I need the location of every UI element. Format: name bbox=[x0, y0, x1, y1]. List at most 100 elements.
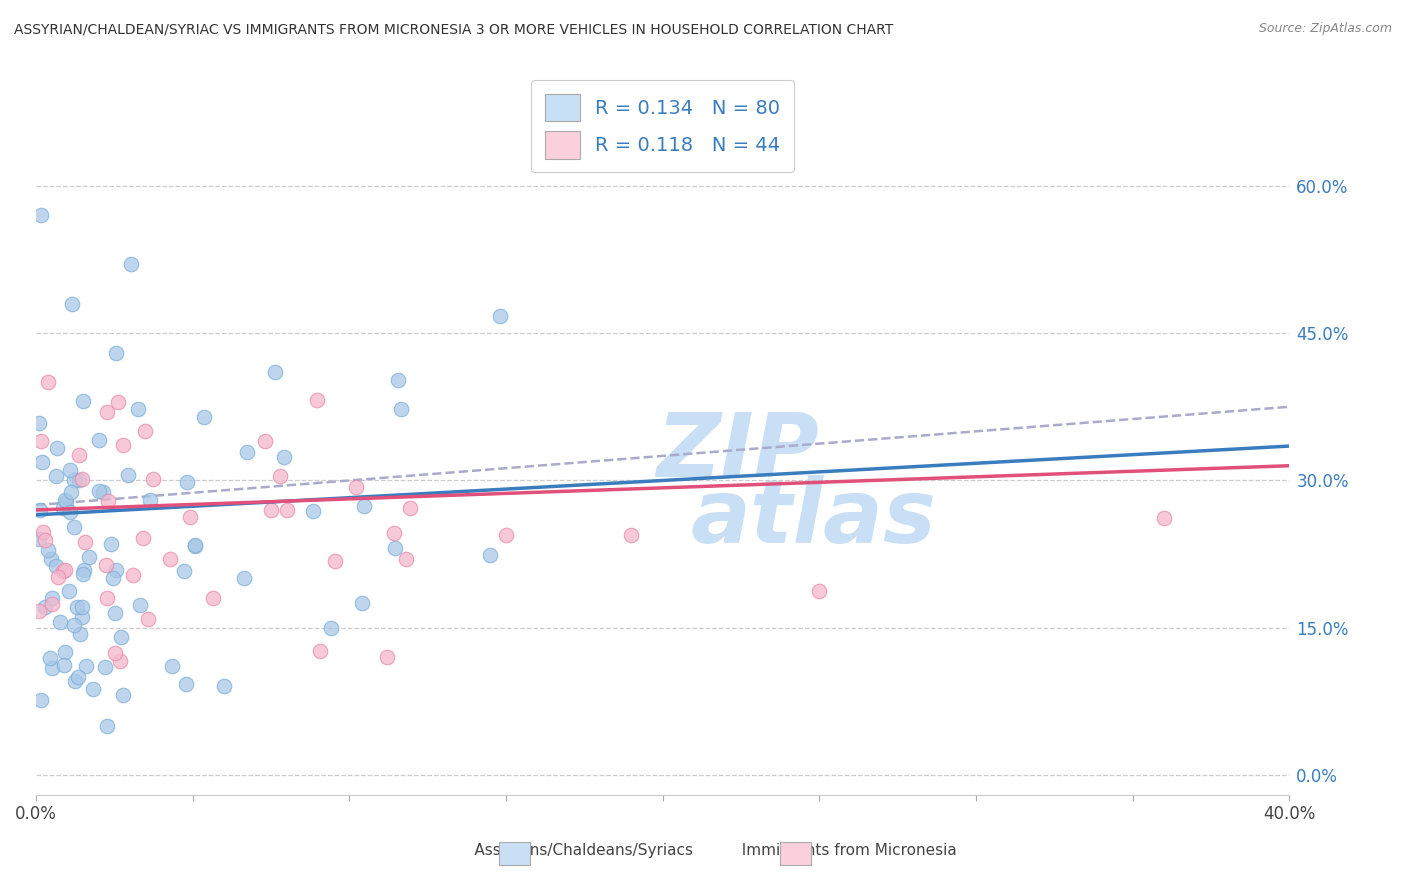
Point bbox=[173, 565, 195, 579]
Point bbox=[264, 365, 287, 379]
Point bbox=[97, 494, 120, 508]
Point bbox=[142, 472, 165, 486]
Text: ZIP: ZIP bbox=[657, 409, 820, 496]
Point bbox=[82, 682, 104, 697]
Point bbox=[37, 375, 59, 389]
Point bbox=[96, 558, 118, 573]
Point bbox=[96, 405, 118, 419]
Point bbox=[1153, 511, 1175, 525]
Point bbox=[59, 484, 82, 499]
Point bbox=[62, 473, 84, 487]
Point bbox=[176, 475, 198, 489]
Point bbox=[495, 528, 517, 542]
Point bbox=[100, 537, 122, 551]
Point bbox=[122, 568, 145, 582]
Point bbox=[62, 618, 84, 632]
Point bbox=[73, 534, 96, 549]
Point bbox=[77, 549, 100, 564]
Point bbox=[305, 392, 328, 407]
Legend: R = 0.134   N = 80, R = 0.118   N = 44: R = 0.134 N = 80, R = 0.118 N = 44 bbox=[531, 80, 794, 172]
Point bbox=[105, 345, 128, 359]
Point bbox=[41, 598, 63, 612]
Point bbox=[353, 500, 375, 514]
Point bbox=[53, 492, 76, 507]
Point bbox=[31, 455, 53, 469]
Point bbox=[87, 434, 110, 448]
Point bbox=[212, 679, 235, 693]
Point bbox=[260, 503, 283, 517]
Point bbox=[104, 646, 127, 660]
Point bbox=[309, 644, 332, 658]
Point bbox=[398, 500, 420, 515]
Point bbox=[51, 565, 73, 579]
Point bbox=[72, 567, 94, 582]
Point bbox=[179, 510, 201, 524]
Text: Source: ZipAtlas.com: Source: ZipAtlas.com bbox=[1258, 22, 1392, 36]
Point bbox=[60, 296, 83, 310]
Point bbox=[184, 539, 207, 553]
Point bbox=[319, 621, 342, 635]
Point bbox=[52, 500, 75, 515]
Point bbox=[46, 569, 69, 583]
Text: atlas: atlas bbox=[690, 475, 936, 562]
Point bbox=[70, 472, 93, 486]
Point bbox=[53, 645, 76, 659]
Point bbox=[45, 559, 67, 574]
Point bbox=[269, 469, 291, 483]
Point bbox=[65, 599, 87, 614]
Point bbox=[30, 502, 52, 516]
Point bbox=[34, 600, 56, 615]
Point bbox=[65, 674, 87, 689]
Point bbox=[46, 441, 69, 455]
Point bbox=[91, 484, 114, 499]
Point bbox=[159, 552, 181, 566]
Point bbox=[96, 719, 118, 733]
Point bbox=[39, 650, 62, 665]
Point bbox=[44, 469, 66, 483]
Point bbox=[69, 626, 91, 640]
Point bbox=[67, 473, 90, 487]
Point bbox=[273, 450, 295, 464]
Point bbox=[104, 563, 127, 577]
Point bbox=[104, 607, 127, 621]
Point bbox=[276, 503, 298, 517]
Point bbox=[134, 425, 156, 439]
Point bbox=[620, 528, 643, 542]
Point bbox=[94, 659, 117, 673]
Point bbox=[55, 495, 77, 509]
Point bbox=[110, 630, 132, 644]
Point bbox=[107, 394, 129, 409]
Point bbox=[59, 463, 82, 477]
Point bbox=[67, 448, 90, 462]
Point bbox=[72, 610, 94, 624]
Point bbox=[382, 526, 405, 541]
Point bbox=[28, 532, 51, 546]
Point bbox=[117, 467, 139, 482]
Point bbox=[72, 394, 94, 409]
Point bbox=[30, 693, 52, 707]
Point bbox=[73, 563, 96, 577]
Point bbox=[128, 598, 150, 612]
Point bbox=[48, 615, 70, 630]
Point bbox=[127, 402, 149, 417]
Point bbox=[72, 599, 94, 614]
Point bbox=[41, 591, 63, 606]
Point bbox=[395, 552, 418, 566]
Text: Assyrians/Chaldeans/Syriacs          Immigrants from Micronesia: Assyrians/Chaldeans/Syriacs Immigrants f… bbox=[450, 843, 956, 858]
Point bbox=[301, 504, 323, 518]
Text: ASSYRIAN/CHALDEAN/SYRIAC VS IMMIGRANTS FROM MICRONESIA 3 OR MORE VEHICLES IN HOU: ASSYRIAN/CHALDEAN/SYRIAC VS IMMIGRANTS F… bbox=[14, 22, 893, 37]
Point bbox=[58, 505, 80, 519]
Point bbox=[63, 520, 86, 534]
Point bbox=[87, 484, 110, 499]
Point bbox=[232, 571, 254, 585]
Point bbox=[41, 661, 63, 675]
Point bbox=[30, 208, 52, 222]
Point bbox=[28, 604, 51, 618]
Point bbox=[325, 553, 347, 567]
Point bbox=[75, 658, 97, 673]
Point bbox=[53, 658, 76, 673]
Point bbox=[162, 658, 184, 673]
Point bbox=[37, 543, 59, 558]
Point bbox=[112, 438, 135, 452]
Point bbox=[174, 677, 197, 691]
